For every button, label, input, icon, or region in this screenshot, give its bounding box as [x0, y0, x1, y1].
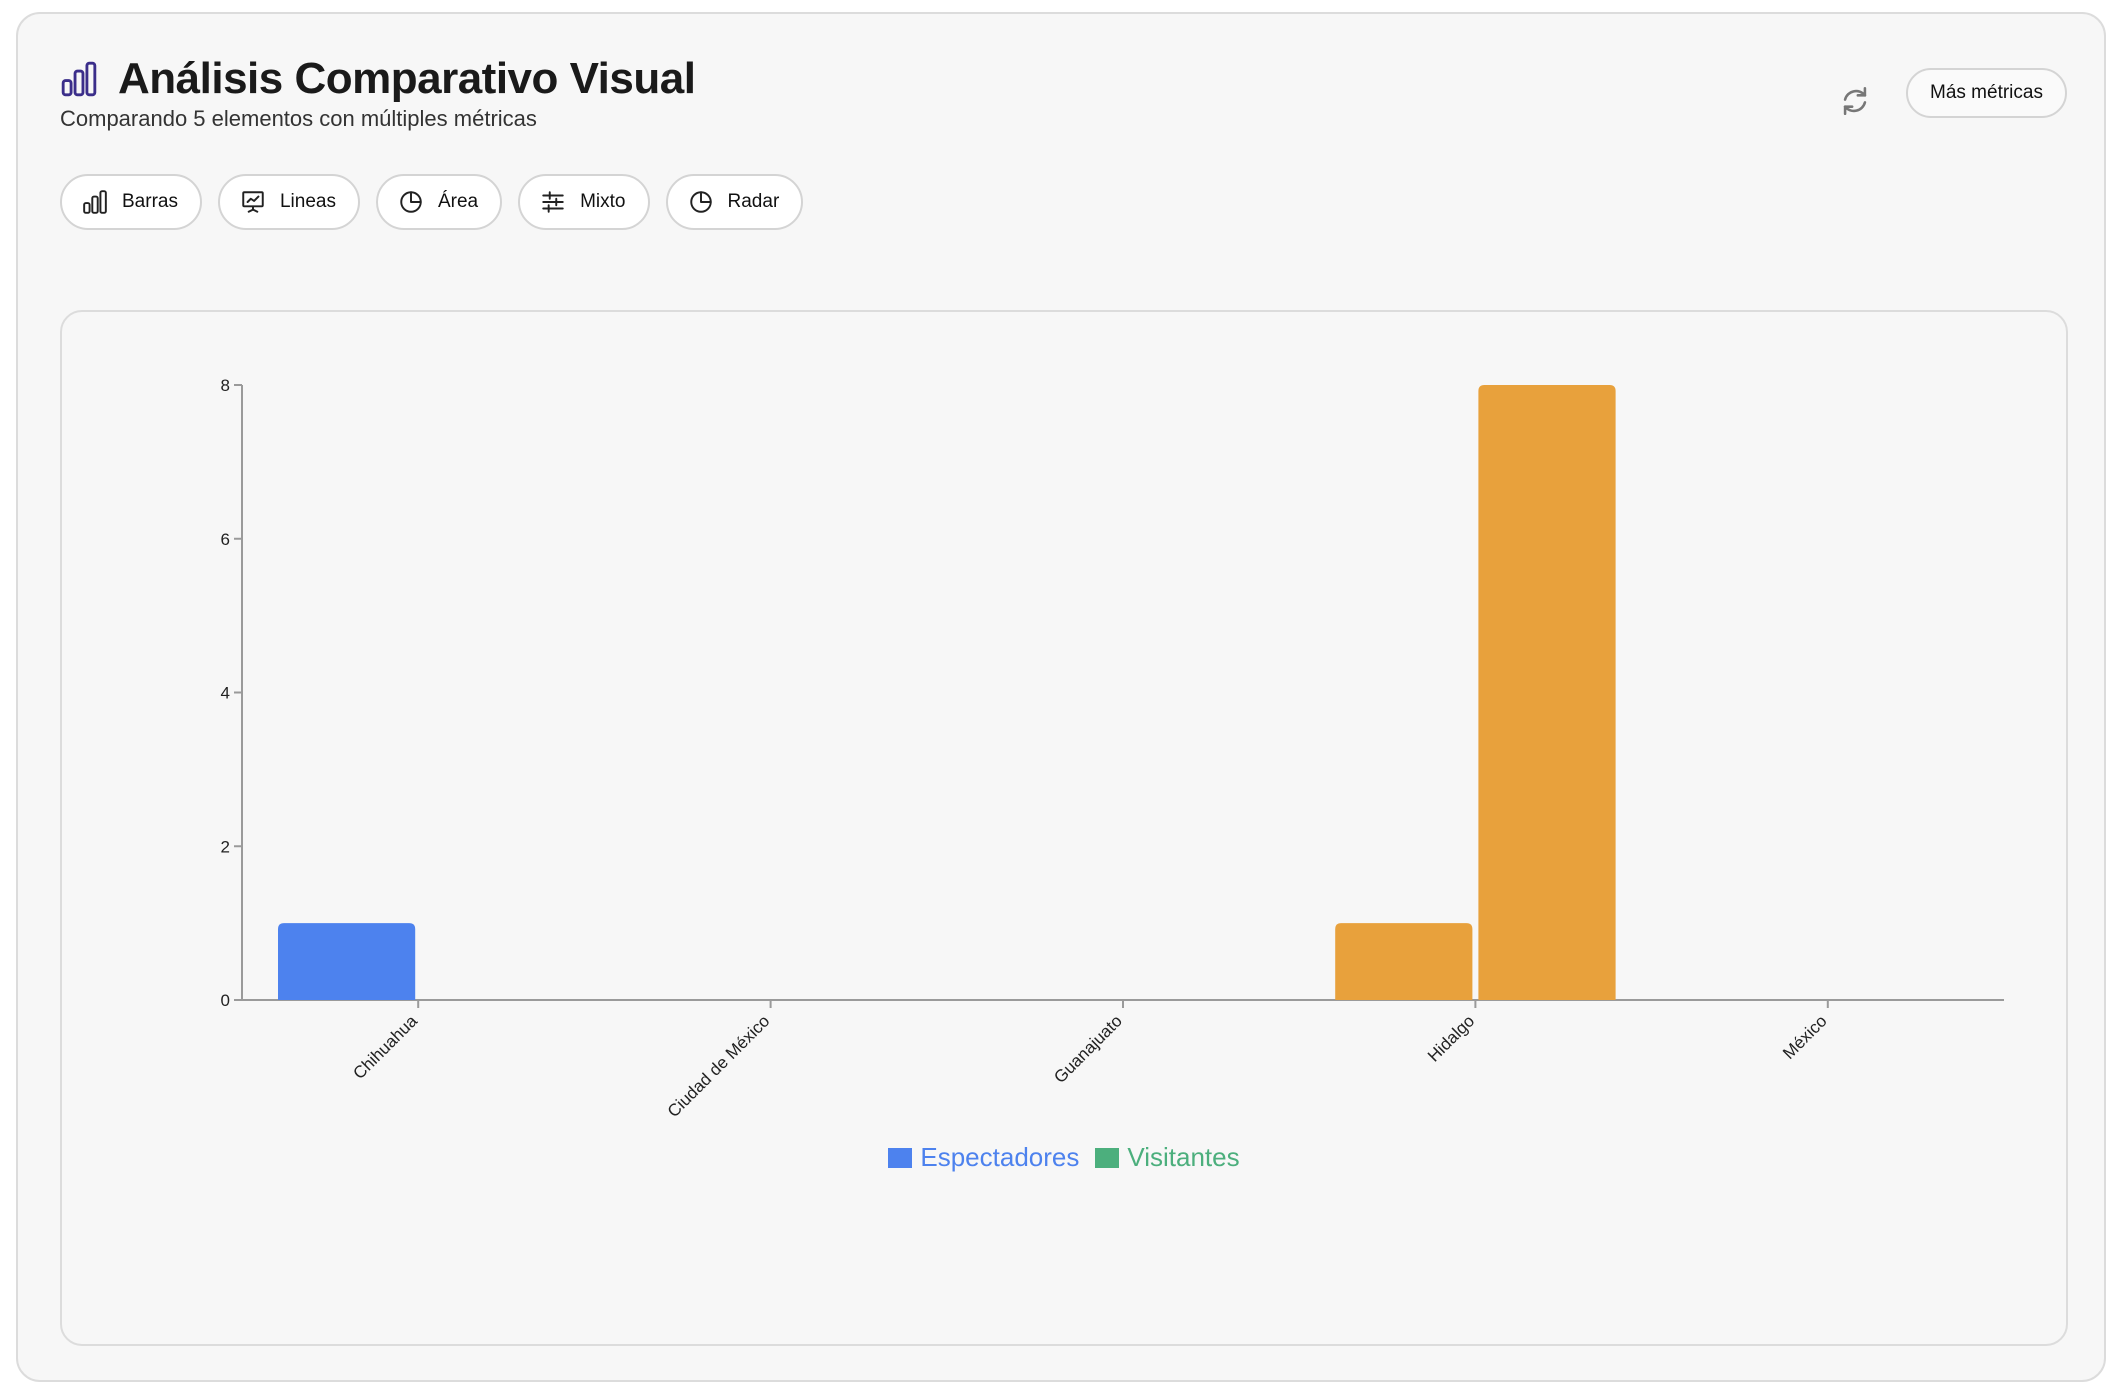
- tab-area[interactable]: Área: [375, 174, 503, 230]
- legend-item-espectadores[interactable]: Espectadores: [888, 1142, 1079, 1173]
- chart-legend: Espectadores Visitantes: [62, 1142, 2066, 1173]
- bar-chart: 0 2 4 6 8 Chihuahua Ciudad de México Guanajuato…: [221, 376, 2004, 1121]
- tab-label: Mixto: [580, 191, 626, 212]
- tab-mixto[interactable]: Mixto: [518, 174, 650, 230]
- x-tick-label: Ciudad de México: [664, 1011, 774, 1121]
- bar-espectadores: [1335, 923, 1473, 1000]
- tab-radar[interactable]: Radar: [665, 174, 804, 230]
- bar-chart-icon: [83, 190, 107, 214]
- comparison-card: Análisis Comparativo Visual Comparando 5…: [16, 12, 2106, 1382]
- x-tick-label: Chihuahua: [349, 1011, 421, 1083]
- legend-swatch: [1095, 1147, 1120, 1168]
- legend-label: Espectadores: [920, 1142, 1080, 1172]
- page-subtitle: Comparando 5 elementos con múltiples mét…: [60, 106, 537, 131]
- legend-item-visitantes[interactable]: Visitantes: [1095, 1142, 1240, 1173]
- x-tick-label: México: [1779, 1011, 1831, 1063]
- tab-label: Área: [437, 191, 479, 212]
- bar-chart-icon: [61, 61, 97, 97]
- tab-barras[interactable]: Barras: [60, 174, 202, 230]
- title-row: Análisis Comparativo Visual: [60, 54, 696, 104]
- tab-label: Barras: [122, 191, 178, 212]
- presentation-chart-icon: [242, 191, 264, 213]
- refresh-icon[interactable]: [1838, 84, 1872, 118]
- x-tick-label: Hidalgo: [1424, 1011, 1478, 1065]
- bar-espectadores: [278, 923, 416, 1000]
- bar-visitantes: [1478, 385, 1616, 1000]
- chart-panel: 0 2 4 6 8 Chihuahua Ciudad de México Guanajuato…: [60, 310, 2068, 1346]
- y-tick-label: 8: [221, 376, 230, 395]
- more-metrics-button[interactable]: Más métricas: [1906, 68, 2067, 118]
- y-tick-label: 0: [221, 991, 230, 1010]
- y-tick-label: 6: [221, 530, 230, 549]
- x-tick-label: Guanajuato: [1050, 1011, 1126, 1087]
- page-title: Análisis Comparativo Visual: [118, 54, 696, 103]
- y-tick-label: 4: [221, 684, 230, 703]
- chart-type-tabs: Barras Lineas Área Mixto: [60, 174, 819, 230]
- sliders-icon: [542, 191, 564, 213]
- pie-chart-icon: [689, 191, 712, 213]
- tab-lineas[interactable]: Lineas: [217, 174, 360, 230]
- y-tick-label: 2: [221, 837, 230, 856]
- legend-swatch: [888, 1147, 913, 1168]
- tab-label: Lineas: [279, 191, 336, 212]
- tab-label: Radar: [727, 191, 780, 212]
- legend-label: Visitantes: [1127, 1142, 1240, 1172]
- pie-chart-icon: [400, 191, 422, 213]
